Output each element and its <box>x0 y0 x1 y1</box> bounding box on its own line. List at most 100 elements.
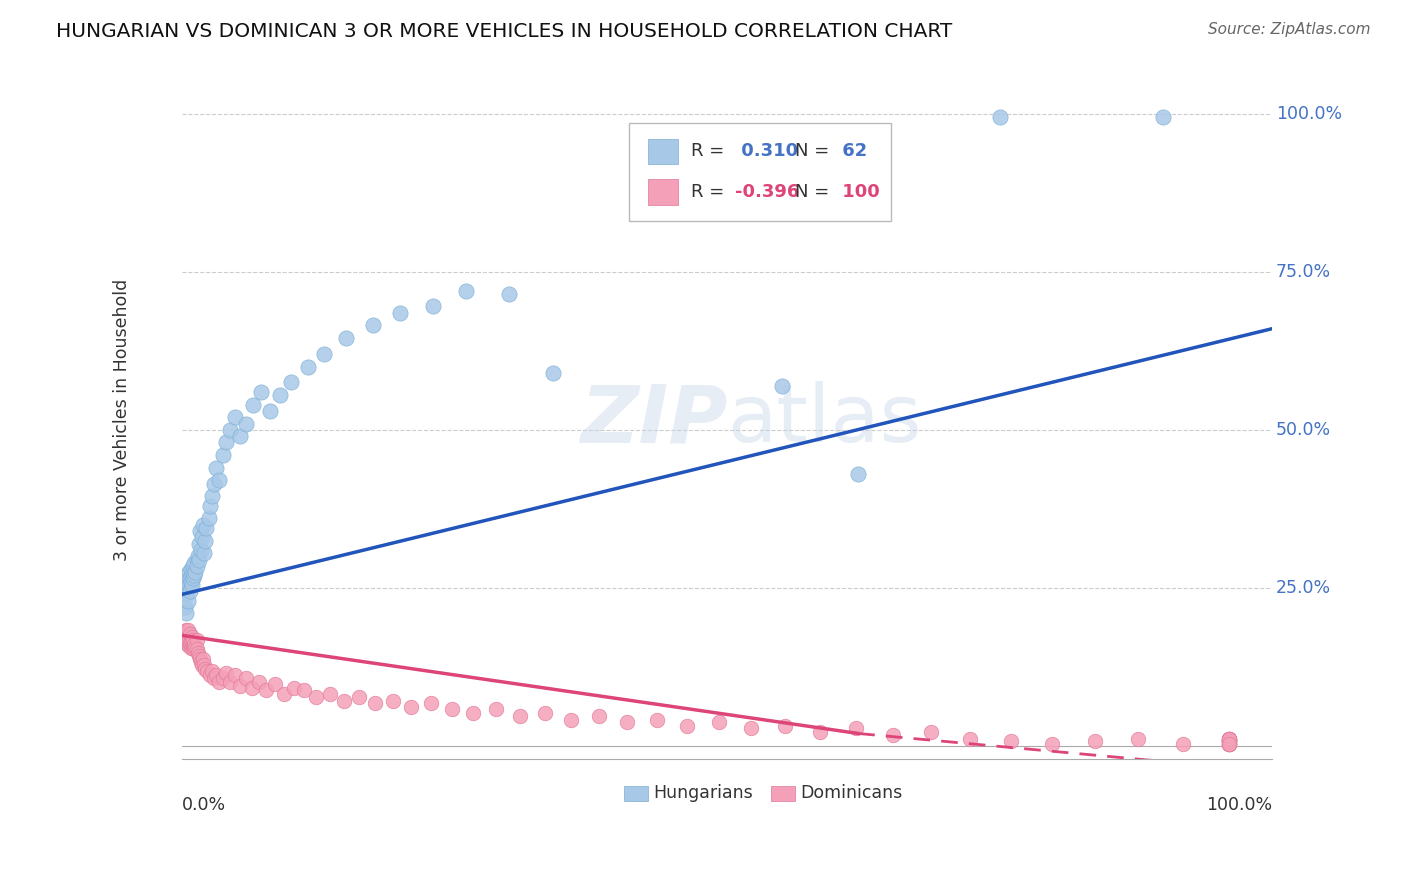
Point <box>174 624 197 638</box>
Point <box>197 665 219 679</box>
Text: HUNGARIAN VS DOMINICAN 3 OR MORE VEHICLES IN HOUSEHOLD CORRELATION CHART: HUNGARIAN VS DOMINICAN 3 OR MORE VEHICLE… <box>56 22 952 41</box>
Text: Hungarians: Hungarians <box>654 784 754 802</box>
Point <box>177 574 200 589</box>
Point <box>297 359 319 374</box>
Point <box>250 384 273 399</box>
Point <box>463 706 485 721</box>
Point <box>177 593 200 607</box>
Point <box>194 662 217 676</box>
Point <box>1218 731 1240 746</box>
Point <box>211 448 233 462</box>
Point <box>184 640 207 654</box>
Point <box>177 578 200 592</box>
Point <box>645 713 668 727</box>
Point <box>191 658 214 673</box>
Point <box>294 683 316 698</box>
Bar <box>648 178 678 204</box>
Bar <box>770 786 794 801</box>
Point <box>305 690 328 704</box>
Text: Source: ZipAtlas.com: Source: ZipAtlas.com <box>1208 22 1371 37</box>
Text: atlas: atlas <box>727 382 922 459</box>
Point <box>201 489 224 503</box>
Point <box>254 683 277 698</box>
Point <box>187 649 209 664</box>
Text: N =: N = <box>794 183 835 201</box>
Point <box>1152 110 1174 124</box>
Point <box>676 719 699 733</box>
Point <box>177 630 200 644</box>
Point <box>1218 734 1240 748</box>
Point <box>186 558 208 573</box>
Point <box>177 565 200 579</box>
Point <box>181 572 204 586</box>
Point <box>264 677 287 691</box>
Point <box>183 568 205 582</box>
Point <box>269 388 291 402</box>
Point <box>215 666 238 681</box>
Text: 50.0%: 50.0% <box>1275 421 1331 439</box>
Text: 100.0%: 100.0% <box>1275 104 1341 122</box>
Point <box>242 398 264 412</box>
Point <box>740 722 762 736</box>
Point <box>1218 731 1240 746</box>
Point <box>181 639 204 653</box>
Point <box>1218 734 1240 748</box>
Point <box>176 637 198 651</box>
Point <box>173 632 195 647</box>
Point <box>179 637 201 651</box>
Point <box>190 543 212 558</box>
Point <box>1171 737 1194 751</box>
Point <box>198 499 221 513</box>
Point <box>173 599 195 614</box>
Point <box>201 665 224 679</box>
Point <box>205 460 228 475</box>
Point <box>177 623 200 637</box>
Point <box>211 671 233 685</box>
Point <box>179 627 201 641</box>
Point <box>208 474 231 488</box>
Point <box>509 708 531 723</box>
Point <box>364 696 387 710</box>
Point <box>202 476 225 491</box>
Text: 0.0%: 0.0% <box>183 796 226 814</box>
Point <box>198 668 221 682</box>
Point <box>180 574 202 589</box>
FancyBboxPatch shape <box>630 122 891 220</box>
Point <box>191 517 214 532</box>
Point <box>381 693 404 707</box>
Point <box>401 700 423 714</box>
Point <box>534 706 557 721</box>
Point <box>541 366 564 380</box>
Point <box>183 642 205 657</box>
Point <box>195 521 218 535</box>
Point <box>215 435 238 450</box>
Point <box>179 572 201 586</box>
Point <box>1218 737 1240 751</box>
Point <box>485 702 508 716</box>
Point <box>181 568 204 582</box>
Point <box>173 624 195 638</box>
Point <box>188 524 211 538</box>
Point <box>181 630 204 644</box>
Point <box>181 632 204 647</box>
Point <box>498 286 520 301</box>
Point <box>318 687 340 701</box>
Point <box>187 537 209 551</box>
Point <box>219 674 242 689</box>
Point <box>181 578 204 592</box>
Point <box>191 530 214 544</box>
Point <box>1084 734 1107 748</box>
Point <box>1218 731 1240 746</box>
Point <box>440 702 463 716</box>
Point <box>181 639 204 653</box>
Text: R =: R = <box>692 183 730 201</box>
Bar <box>624 786 648 801</box>
Point <box>959 731 981 746</box>
Point <box>187 552 209 566</box>
Point <box>259 404 281 418</box>
Point <box>1218 731 1240 746</box>
Point <box>183 556 205 570</box>
Point <box>174 632 197 646</box>
Text: 25.0%: 25.0% <box>1275 579 1331 597</box>
Text: N =: N = <box>794 143 835 161</box>
